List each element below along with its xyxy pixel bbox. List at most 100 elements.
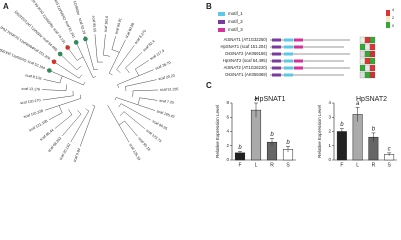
- heat-cell: [369, 71, 376, 79]
- significance-letter: c: [388, 146, 391, 152]
- leaf-label: scaf 13.176: [21, 87, 40, 92]
- y-tick-label: 1: [328, 143, 331, 148]
- gene-dot: [47, 68, 52, 73]
- leaf-label: scaf 123.73: [145, 128, 162, 143]
- motif-box: [284, 59, 293, 63]
- gene-label: HpSNAT1 (scaf151.204): [0, 25, 34, 50]
- heat-cell: [359, 64, 366, 72]
- heat-cell: [364, 36, 371, 44]
- gene-label: AtSNAT2 (AT1G26220): [67, 0, 81, 15]
- branch: [59, 75, 63, 84]
- heat-cell: [364, 50, 371, 58]
- branch: [65, 84, 68, 91]
- gene-dot: [51, 59, 57, 65]
- motif-name: motif_2: [228, 19, 243, 24]
- gene-label: AtSNAT1 (AT1G32250): [14, 10, 44, 39]
- leaf-label: scaf 9.84: [73, 148, 82, 163]
- branch: [78, 74, 83, 79]
- gene-row-label: AtSNAT1 (AT1G32250): [224, 37, 268, 42]
- y-tick-label: 2: [328, 129, 331, 134]
- leaf-label: scaf 121.168: [28, 119, 48, 132]
- leaf-label: scaf 86.44: [39, 128, 54, 142]
- branch: [124, 120, 138, 137]
- branch: [70, 110, 90, 143]
- x-tick-label: L: [356, 162, 359, 168]
- branch: [83, 81, 86, 86]
- leaf-label: scaf 20.192: [59, 143, 72, 161]
- heat-cell: [369, 64, 376, 72]
- y-tick-label: 4: [328, 100, 331, 105]
- branch: [132, 89, 158, 92]
- branch: [68, 109, 73, 115]
- branch: [139, 97, 158, 101]
- branch: [92, 76, 96, 78]
- branch: [93, 68, 99, 71]
- gene-row-label: HpSNAT2 (scaf 64.495): [223, 58, 268, 63]
- leaf-label: scaf 117.9: [149, 49, 165, 61]
- branch: [125, 79, 157, 87]
- y-tick-label: 2: [226, 143, 229, 148]
- x-tick-label: F: [238, 162, 241, 168]
- leaf-label: scaf 105.42: [156, 109, 175, 119]
- chart-title: HpSNAT2: [356, 96, 387, 103]
- leaf-label: scaf 52.29: [78, 18, 86, 35]
- y-tick-label: 0: [328, 157, 331, 162]
- branch: [74, 39, 94, 78]
- significance-letter: b: [372, 127, 376, 133]
- leaf-label: scaf 8.270: [134, 29, 147, 45]
- bar: [250, 109, 262, 161]
- branch: [103, 34, 106, 56]
- branch: [114, 97, 117, 101]
- branch: [118, 120, 125, 126]
- leaf-label: scaf 8.103: [25, 73, 42, 81]
- x-tick-label: R: [372, 162, 376, 168]
- branch: [48, 112, 63, 121]
- leaf-label: scaf 51.235: [160, 87, 179, 92]
- leaf-label: scaf 125.33: [128, 143, 141, 161]
- motif-box: [284, 45, 293, 49]
- heat-cell: [364, 57, 371, 65]
- heat-cell: [369, 36, 376, 44]
- heat-cell: [359, 57, 366, 65]
- branch: [117, 69, 154, 85]
- branch: [51, 59, 80, 79]
- scale-label: 2: [392, 16, 394, 20]
- branch: [135, 68, 139, 76]
- leaf-label: scaf 69.91: [114, 18, 122, 35]
- panel-label: C: [206, 81, 212, 90]
- leaf-label: scaf 85.56: [91, 16, 96, 33]
- branch: [116, 45, 135, 70]
- branch: [107, 104, 130, 143]
- y-tick-label: 0: [226, 157, 229, 162]
- leaf-label: scaf 165.6: [104, 16, 110, 33]
- branch: [77, 110, 82, 115]
- scale-label: 0: [392, 24, 394, 28]
- leaf-label: scaf 74.131: [52, 27, 66, 44]
- leaf-label: scaf 52.164: [27, 59, 46, 70]
- heat-cell: [359, 36, 366, 44]
- gene-label: OsSNAT2 (AK069156): [48, 0, 67, 21]
- branch: [118, 103, 122, 108]
- panel-label: A: [3, 2, 9, 11]
- branch: [109, 72, 113, 76]
- significance-letter: a: [356, 101, 360, 107]
- motif-box: [284, 73, 293, 77]
- motif-box: [272, 52, 281, 56]
- gene-dot: [73, 40, 79, 45]
- branch: [76, 65, 82, 71]
- significance-letter: b: [286, 140, 290, 146]
- motif-name: motif_3: [228, 27, 243, 32]
- leaf-label: scaf 90.25: [152, 119, 168, 131]
- branch: [135, 60, 149, 70]
- leaf-label: scaf 90.18: [137, 136, 151, 151]
- branch: [137, 97, 140, 105]
- branch: [116, 69, 121, 73]
- branch: [79, 94, 82, 99]
- leaf-label: scaf 20.23: [158, 74, 175, 81]
- leaf-label: scaf 130.170: [20, 98, 41, 105]
- y-axis-label: Relative Expression Level: [215, 105, 220, 158]
- leaf-label: scaf 36.70: [155, 61, 172, 71]
- branch: [111, 36, 116, 50]
- y-tick-label: 4: [226, 129, 229, 134]
